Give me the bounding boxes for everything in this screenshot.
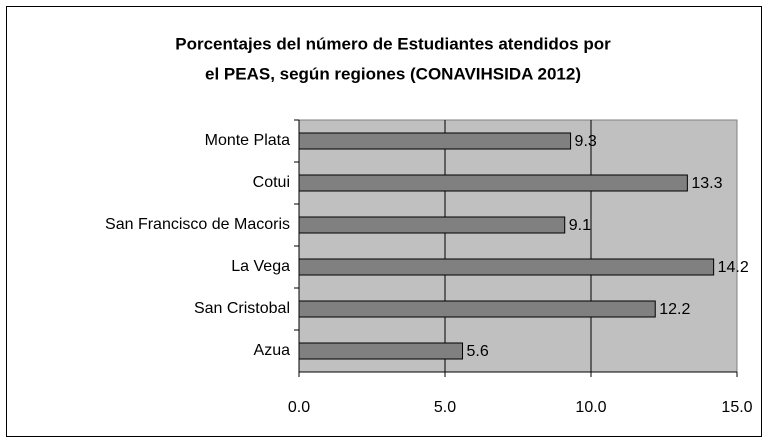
- y-tick-label: Monte Plata: [205, 132, 290, 149]
- x-tick-label: 5.0: [434, 399, 456, 416]
- bar: [298, 132, 572, 150]
- y-tick-label: Cotui: [253, 174, 290, 191]
- y-tick-label: Azua: [254, 342, 291, 359]
- value-label: 5.6: [467, 343, 489, 360]
- value-label: 9.3: [575, 133, 597, 150]
- plot-area: [298, 119, 738, 373]
- bar: [298, 300, 656, 318]
- value-label: 12.2: [659, 301, 690, 318]
- value-label: 14.2: [718, 259, 749, 276]
- x-tick-label: 10.0: [575, 399, 606, 416]
- bar: [298, 216, 566, 234]
- y-tick-label: San Francisco de Macoris: [105, 216, 290, 233]
- bar: [298, 258, 715, 276]
- bar: [298, 174, 688, 192]
- x-tick-label: 0.0: [288, 399, 310, 416]
- y-tick-label: La Vega: [231, 258, 290, 275]
- bar: [298, 342, 464, 360]
- value-label: 13.3: [691, 175, 722, 192]
- value-label: 9.1: [569, 217, 591, 234]
- x-tick-label: 15.0: [721, 399, 752, 416]
- y-tick-label: San Cristobal: [194, 300, 290, 317]
- chart-title: Porcentajes del número de Estudiantes at…: [175, 34, 611, 53]
- chart-title: el PEAS, según regiones (CONAVIHSIDA 201…: [205, 64, 581, 83]
